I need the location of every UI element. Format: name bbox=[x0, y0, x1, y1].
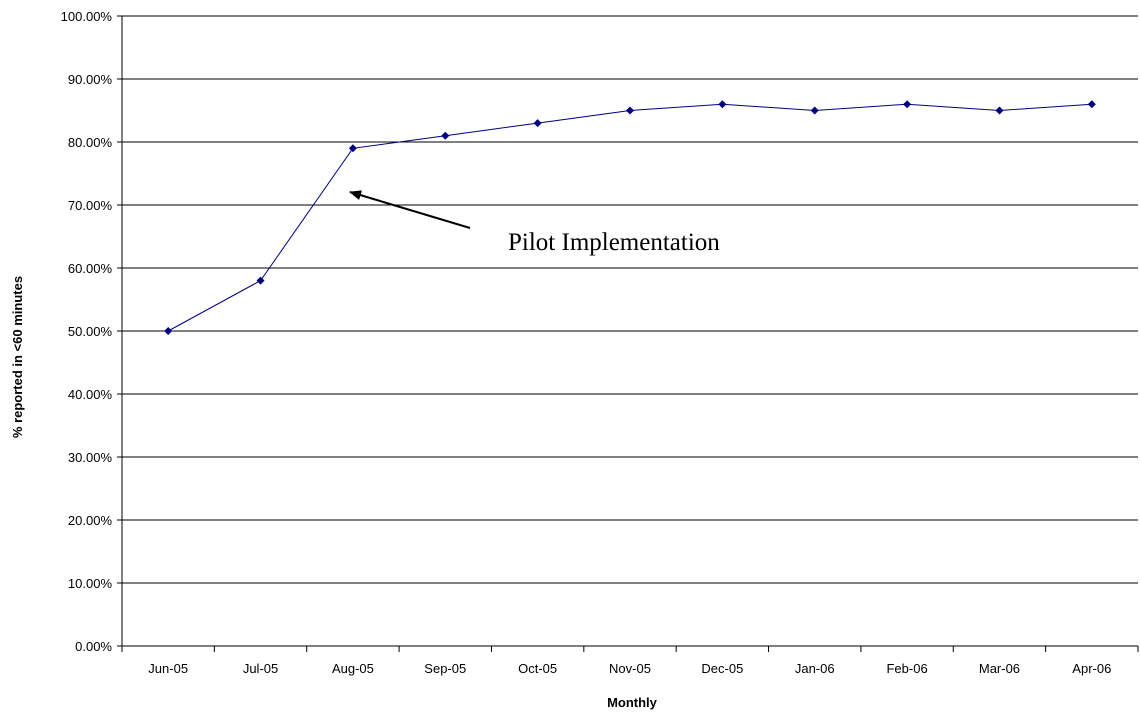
x-tick-label: Mar-06 bbox=[979, 661, 1020, 676]
x-tick-label: Sep-05 bbox=[424, 661, 466, 676]
x-tick-label: Dec-05 bbox=[701, 661, 743, 676]
annotation: Pilot Implementation bbox=[349, 190, 720, 256]
x-tick-label: Jan-06 bbox=[795, 661, 835, 676]
y-tick-label: 80.00% bbox=[68, 135, 113, 150]
x-axis-title: Monthly bbox=[607, 695, 658, 710]
x-tick-label: Apr-06 bbox=[1072, 661, 1111, 676]
x-tick-labels: Jun-05 Jul-05 Aug-05 Sep-05 Oct-05 Nov-05 Dec-… bbox=[148, 661, 1111, 676]
x-tick-label: Jul-05 bbox=[243, 661, 278, 676]
data-point-marker bbox=[256, 276, 265, 285]
data-point-marker bbox=[903, 100, 912, 109]
data-point-marker bbox=[718, 100, 727, 109]
annotation-arrow bbox=[349, 190, 471, 229]
y-tick-label: 10.00% bbox=[68, 576, 113, 591]
x-tick-label: Jun-05 bbox=[148, 661, 188, 676]
y-tick-label: 40.00% bbox=[68, 387, 113, 402]
y-tick-label: 90.00% bbox=[68, 72, 113, 87]
annotation-text: Pilot Implementation bbox=[508, 229, 720, 256]
y-tick-labels: 0.00% 10.00% 20.00% 30.00% 40.00% 50.00% 60.00… bbox=[61, 9, 113, 654]
x-tick-label: Oct-05 bbox=[518, 661, 557, 676]
y-tick-label: 0.00% bbox=[75, 639, 112, 654]
series-layer bbox=[164, 100, 1096, 335]
y-tick-label: 70.00% bbox=[68, 198, 113, 213]
gridlines bbox=[122, 15, 1138, 584]
y-tick-label: 20.00% bbox=[68, 513, 113, 528]
series-line bbox=[167, 103, 1092, 332]
y-tick-label: 60.00% bbox=[68, 261, 113, 276]
data-point-marker bbox=[626, 106, 634, 115]
y-axis-title: % reported in <60 minutes bbox=[10, 276, 25, 438]
data-point-marker bbox=[348, 144, 357, 153]
data-point-marker bbox=[441, 131, 450, 140]
data-point-marker bbox=[995, 106, 1004, 115]
data-point-marker bbox=[164, 327, 173, 335]
data-point-marker bbox=[533, 119, 542, 128]
x-tick-label: Nov-05 bbox=[609, 661, 651, 676]
y-tick-label: 100.00% bbox=[61, 9, 113, 24]
axes bbox=[117, 15, 1139, 652]
y-tick-label: 50.00% bbox=[68, 324, 113, 339]
y-tick-label: 30.00% bbox=[68, 450, 113, 465]
x-tick-label: Aug-05 bbox=[332, 661, 374, 676]
data-point-marker bbox=[810, 106, 819, 115]
data-point-marker bbox=[1087, 100, 1096, 109]
x-tick-label: Feb-06 bbox=[886, 661, 927, 676]
